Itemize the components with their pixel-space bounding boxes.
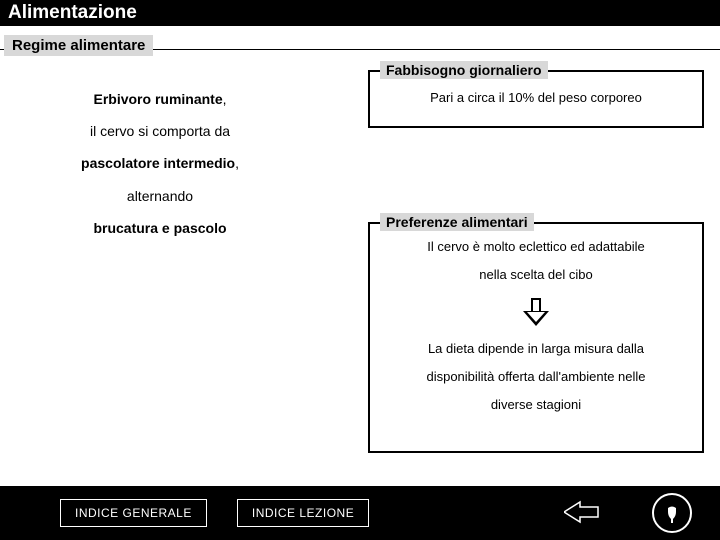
lesson-index-button[interactable]: INDICE LEZIONE bbox=[237, 499, 369, 527]
down-arrow-icon bbox=[523, 298, 549, 328]
back-arrow-button[interactable] bbox=[564, 500, 600, 524]
text-line: il cervo si comporta da bbox=[20, 122, 300, 140]
general-index-button[interactable]: INDICE GENERALE bbox=[60, 499, 207, 527]
text: , bbox=[223, 91, 227, 107]
content-area: Erbivoro ruminante, il cervo si comporta… bbox=[0, 50, 720, 480]
page-title: Alimentazione bbox=[0, 0, 720, 26]
text-line: disponibilità offerta dall'ambiente nell… bbox=[378, 368, 694, 386]
subtitle-container: Regime alimentare bbox=[0, 26, 720, 50]
text-line: Erbivoro ruminante, bbox=[20, 90, 300, 108]
box-label: Fabbisogno giornaliero bbox=[380, 61, 548, 79]
text-line: La dieta dipende in larga misura dalla bbox=[378, 340, 694, 358]
deer-logo-icon bbox=[652, 493, 692, 533]
text-line: Il cervo è molto eclettico ed adattabile bbox=[378, 238, 694, 256]
feeding-regime-text: Erbivoro ruminante, il cervo si comporta… bbox=[20, 90, 300, 251]
daily-requirement-box: Fabbisogno giornaliero Pari a circa il 1… bbox=[368, 70, 704, 128]
text-line: alternando bbox=[20, 187, 300, 205]
text-line-bold: brucatura e pascolo bbox=[20, 219, 300, 237]
text-line: diverse stagioni bbox=[378, 396, 694, 414]
box-label: Preferenze alimentari bbox=[380, 213, 534, 231]
text-line: nella scelta del cibo bbox=[378, 266, 694, 284]
text: , bbox=[235, 155, 239, 171]
text-line: pascolatore intermedio, bbox=[20, 154, 300, 172]
bold-text: Erbivoro ruminante bbox=[93, 91, 222, 107]
food-preferences-box: Preferenze alimentari Il cervo è molto e… bbox=[368, 222, 704, 453]
footer-bar: INDICE GENERALE INDICE LEZIONE bbox=[0, 486, 720, 540]
bold-text: pascolatore intermedio bbox=[81, 155, 235, 171]
box-body: Il cervo è molto eclettico ed adattabile… bbox=[370, 224, 702, 432]
